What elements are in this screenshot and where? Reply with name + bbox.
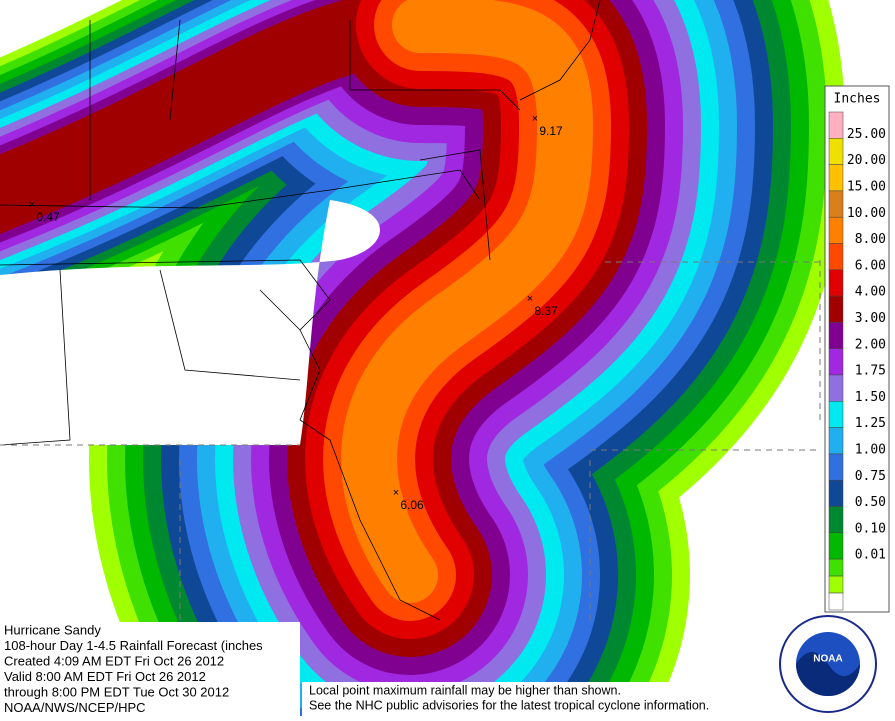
- legend-label: 1.25: [855, 416, 886, 431]
- legend-swatch: [828, 269, 844, 297]
- max-value: 0.47: [36, 210, 60, 224]
- max-marker: ×: [527, 293, 533, 305]
- max-marker: ×: [532, 113, 538, 125]
- legend-swatch: [828, 374, 844, 402]
- max-value: 8.37: [534, 304, 558, 318]
- legend-label: 0.75: [855, 469, 886, 484]
- legend-swatch: [828, 453, 844, 481]
- logo-text: NOAA: [813, 654, 842, 665]
- boundaries: [0, 0, 601, 621]
- rain-swath: [0, 0, 845, 716]
- legend-swatch: [828, 401, 844, 428]
- legend-swatch: [828, 138, 844, 165]
- info-line: Valid 8:00 AM EDT Fri Oct 26 2012: [4, 669, 206, 684]
- legend-swatch: [828, 532, 844, 560]
- legend-label: 3.00: [855, 311, 886, 326]
- info-box: [0, 622, 300, 716]
- legend-swatch: [828, 164, 844, 192]
- legend-swatch: [828, 575, 844, 594]
- legend-label: 25.00: [847, 127, 886, 142]
- legend-swatch: [828, 295, 844, 323]
- legend-label: 0.01: [855, 548, 886, 563]
- legend-label: 10.00: [847, 206, 886, 221]
- legend-title: Inches: [834, 92, 881, 107]
- max-value: 9.17: [539, 124, 563, 138]
- noaa-logo: NOAA: [779, 615, 877, 713]
- legend-swatch: [828, 479, 844, 507]
- legend-swatch: [828, 243, 844, 271]
- note-box: [302, 682, 762, 716]
- legend-label: 8.00: [855, 232, 886, 247]
- legend-swatch: [828, 558, 844, 577]
- legend-label: 1.75: [855, 364, 886, 379]
- land-gap: [0, 200, 380, 445]
- legend-label: 1.00: [855, 442, 886, 457]
- note-text: Local point maximum rainfall may be high…: [309, 683, 709, 712]
- legend-swatch: [828, 506, 844, 534]
- legend-label: 2.00: [855, 337, 886, 352]
- info-line: 108-hour Day 1-4.5 Rainfall Forecast (in…: [4, 638, 263, 653]
- lat-lon-lines: [0, 260, 821, 716]
- logo-wave: [796, 652, 860, 696]
- info-line: Hurricane Sandy: [4, 622, 101, 637]
- legend: Inches 25.00 20.00 15.00 10.00 8.00 6.00 4.00 3…: [824, 85, 890, 613]
- legend-label: 4.00: [855, 285, 886, 300]
- legend-swatch: [828, 216, 844, 244]
- legend-label: 0.10: [855, 521, 886, 536]
- legend-swatch: [828, 111, 844, 139]
- point-maxima: ×9.17×8.37×6.06×0.47: [29, 113, 563, 512]
- note-line: See the NHC public advisories for the la…: [309, 698, 709, 712]
- max-value: 6.06: [400, 498, 424, 512]
- legend-label: 6.00: [855, 258, 886, 273]
- legend-swatch: [828, 322, 844, 349]
- info-line: NOAA/NWS/NCEP/HPC: [4, 700, 146, 715]
- max-marker: ×: [29, 199, 35, 211]
- legend-swatch: [828, 427, 844, 455]
- info-line: through 8:00 PM EDT Tue Oct 30 2012: [4, 684, 229, 699]
- legend-label: 0.50: [855, 495, 886, 510]
- note-line: Local point maximum rainfall may be high…: [309, 683, 621, 697]
- legend-label: 1.50: [855, 390, 886, 405]
- rain-band: [341, 0, 593, 603]
- legend-swatch: [828, 348, 844, 376]
- info-line: Created 4:09 AM EDT Fri Oct 26 2012: [4, 653, 224, 668]
- legend-label: 20.00: [847, 153, 886, 168]
- legend-swatch: [828, 592, 844, 611]
- max-marker: ×: [393, 487, 399, 499]
- legend-swatch: [828, 190, 844, 218]
- legend-label: 15.00: [847, 179, 886, 194]
